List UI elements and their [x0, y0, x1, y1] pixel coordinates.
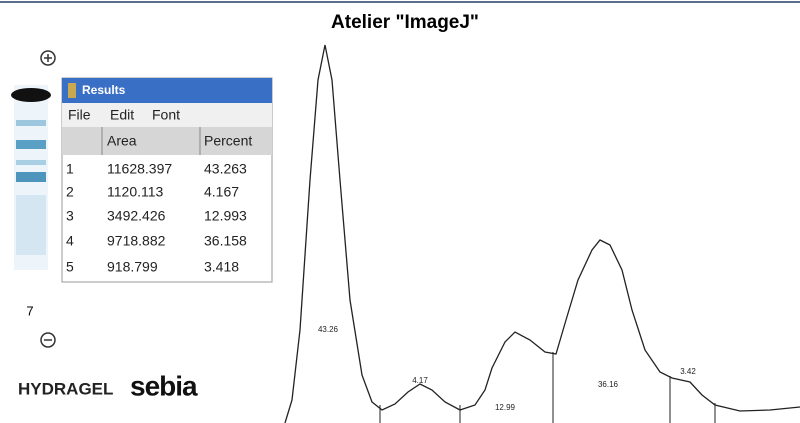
gel-band [16, 140, 46, 149]
minus-icon [40, 332, 56, 348]
menu-item[interactable]: File [68, 107, 91, 123]
table-cell: 1 [66, 161, 74, 177]
menu-item[interactable]: Font [152, 107, 180, 123]
table-cell: 43.263 [204, 161, 247, 177]
table-header [62, 127, 272, 155]
table-cell: 9718.882 [107, 233, 166, 249]
peak-dividers [379, 352, 716, 423]
results-window: Results [61, 77, 273, 283]
menu-item[interactable]: Edit [110, 107, 134, 123]
gel-band [16, 195, 46, 255]
table-cell: 12.993 [204, 208, 247, 224]
peak-label: 12.99 [495, 403, 516, 412]
table-cell: 36.158 [204, 233, 247, 249]
gel-band [16, 120, 46, 126]
table-cell: 4.167 [204, 184, 239, 200]
peak-label: 36.16 [598, 380, 619, 389]
menu-bar [62, 103, 272, 127]
plus-sign [44, 54, 52, 62]
peak-label: 43.26 [318, 325, 339, 334]
column-header: Percent [204, 133, 252, 149]
slide-title: Atelier "ImageJ" [331, 12, 479, 33]
gel-strip [11, 85, 51, 270]
results-content: File Edit Font Area Percent 1 11628.397 43.263 2… [66, 107, 252, 275]
density-curve [284, 44, 800, 423]
table-cell: 1120.113 [107, 184, 164, 200]
app-icon [68, 83, 76, 98]
lane-number: 7 [26, 303, 33, 318]
table-cell: 3.418 [204, 259, 239, 275]
table-cell: 5 [66, 259, 74, 275]
brand: HYDRAGEL [18, 379, 113, 398]
column-header: Area [107, 133, 137, 149]
table-cell: 11628.397 [107, 161, 172, 177]
peak-labels: 43.26 4.17 12.99 36.16 3.42 [318, 325, 696, 412]
table-cell: 4 [66, 233, 74, 249]
plus-icon [40, 50, 56, 66]
peak-label: 4.17 [412, 376, 428, 385]
table-cell: 3492.426 [107, 208, 166, 224]
peak-label: 3.42 [680, 367, 696, 376]
gel-band [11, 88, 51, 102]
table-cell: 918.799 [107, 259, 158, 275]
gel-band [16, 160, 46, 165]
gel-band [16, 172, 46, 182]
table-cell: 3 [66, 208, 74, 224]
window-title: Results [82, 83, 126, 97]
title-bar [62, 78, 272, 103]
maker-logo: sebia [130, 370, 198, 401]
table-cell: 2 [66, 184, 74, 200]
